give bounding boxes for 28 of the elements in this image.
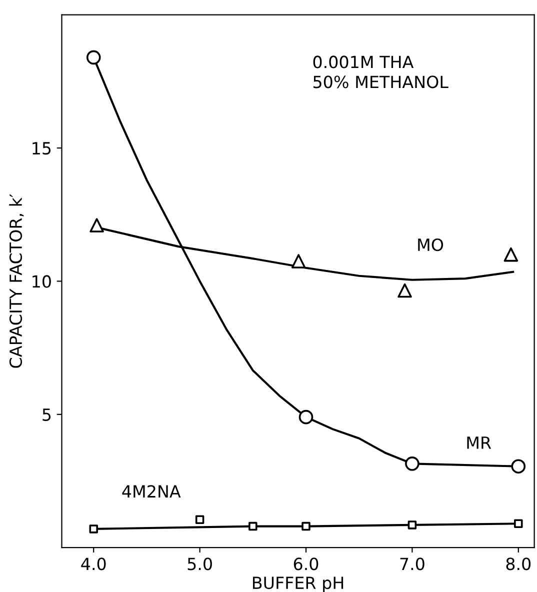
- point: [90, 218, 104, 232]
- y-tick-label: 5: [42, 408, 51, 421]
- annotation: 0.001M THA 50% METHANOL: [313, 56, 448, 88]
- point: [298, 410, 314, 424]
- point: [408, 520, 417, 530]
- text: MO: [418, 238, 444, 252]
- point: [302, 522, 310, 531]
- point: [89, 524, 98, 534]
- x-tick-label: 7.0: [400, 558, 424, 570]
- point: [514, 519, 523, 528]
- x-tick-label: 5.0: [188, 558, 212, 570]
- point: [511, 459, 526, 474]
- point: [405, 456, 420, 471]
- point: [86, 50, 101, 65]
- x-axis-title: BUFFER pH: [253, 576, 344, 592]
- point: [248, 522, 258, 531]
- point: [291, 254, 306, 268]
- point: [398, 283, 412, 298]
- x-tick-label: 8.0: [506, 558, 531, 570]
- point: [504, 247, 518, 262]
- point: [195, 515, 204, 524]
- series-label: MR: [467, 436, 492, 449]
- series-label: 4M2NA: [122, 485, 181, 498]
- y-axis-title: CAPACITY FACTOR, k′: [9, 194, 24, 368]
- y-tick-label: 15: [32, 142, 51, 155]
- y-tick-label: 10: [32, 275, 51, 288]
- x-tick-label: 4.0: [81, 558, 106, 570]
- x-tick-label: 6.0: [294, 558, 318, 570]
